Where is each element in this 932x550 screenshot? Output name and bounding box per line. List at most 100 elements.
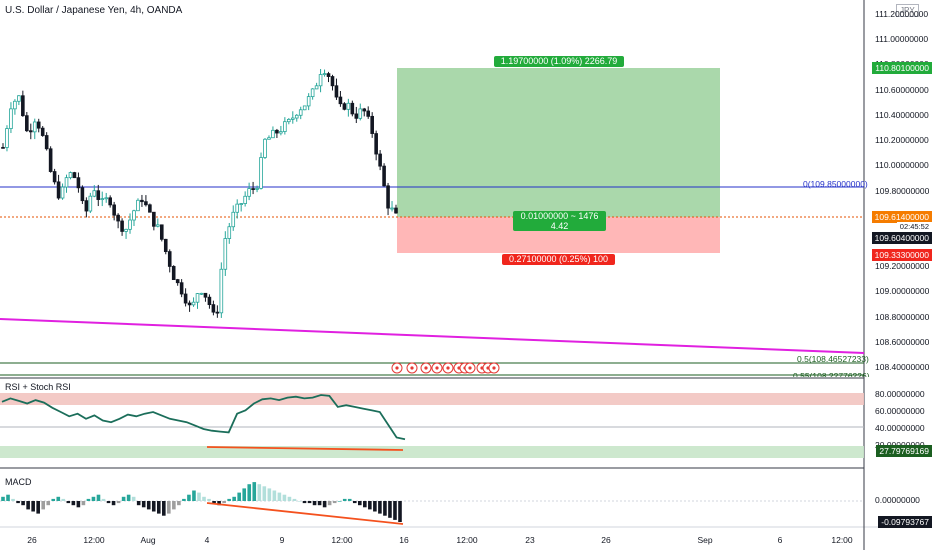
candle-body [60, 186, 65, 199]
macd-divergence-line[interactable] [206, 502, 404, 525]
candle-body [287, 119, 291, 123]
macd-bar [217, 501, 221, 506]
candle-body [358, 108, 363, 119]
candle-body [306, 96, 311, 107]
macd-bar [36, 501, 40, 514]
candle-body [179, 282, 184, 295]
macd-bar [282, 494, 287, 501]
candle-body [346, 102, 351, 110]
macd-bar [91, 496, 96, 501]
event-dot [492, 366, 496, 370]
candle-body [279, 131, 283, 134]
candle-body [171, 266, 176, 280]
currency-label[interactable]: JPY [896, 4, 919, 17]
time-tick-label: 26 [601, 535, 611, 545]
candle-body [191, 301, 196, 306]
macd-bar [46, 501, 51, 506]
candle-body [290, 117, 295, 120]
candle-body [136, 199, 140, 212]
candle-body [124, 228, 128, 232]
macd-axis[interactable]: 0.00000000 [865, 468, 932, 527]
rsi-divergence-line[interactable] [206, 446, 404, 451]
macd-pane-label[interactable]: MACD [5, 477, 32, 487]
chart-title: U.S. Dollar / Japanese Yen, 4h, OANDA [5, 5, 183, 16]
candlestick-series [1, 69, 398, 318]
macd-bar [126, 494, 131, 501]
candle-body [370, 115, 374, 134]
trendline[interactable] [0, 318, 865, 354]
candle-body [199, 292, 204, 295]
macd-bar [337, 501, 342, 502]
candle-body [350, 102, 355, 115]
candle-body [243, 195, 247, 204]
candle-body [28, 130, 33, 133]
rsi-tick-label: 80.00000000 [875, 389, 925, 399]
event-dot [424, 366, 428, 370]
candle-body [362, 108, 367, 112]
candle-body [267, 137, 271, 140]
macd-bar [106, 501, 111, 504]
macd-bar [347, 498, 352, 501]
macd-bar [116, 501, 121, 504]
macd-bar [76, 501, 81, 508]
entry-label-line2: 4.42 [550, 221, 569, 231]
candle-body [183, 293, 188, 304]
fib-05-label: 0.5(108.46527233) [797, 354, 869, 364]
candle-body [386, 185, 390, 209]
time-tick-label: 12:00 [831, 535, 853, 545]
candle-body [263, 138, 267, 158]
candle-body [5, 128, 9, 148]
price-tick-label: 111.20000000 [875, 9, 929, 19]
time-tick-label: 12:00 [331, 535, 353, 545]
rsi-oversold-band [0, 446, 864, 458]
macd-bar [373, 501, 377, 512]
macd-bar [267, 488, 272, 501]
macd-bar [141, 501, 146, 508]
macd-histogram [1, 482, 402, 522]
macd-bar [272, 490, 277, 501]
price-tick-label: 110.20000000 [875, 135, 929, 146]
candle-body [108, 197, 112, 206]
macd-bar [368, 501, 372, 510]
candle-body [92, 190, 97, 197]
candle-body [338, 96, 343, 105]
candle-body [318, 74, 323, 87]
macd-bar [162, 501, 166, 516]
macd-bar [31, 501, 35, 512]
macd-bar [237, 492, 241, 501]
time-tick-label: 6 [777, 535, 783, 545]
time-tick-label: 26 [27, 535, 37, 545]
macd-bar [222, 501, 226, 504]
entry-label-line1: 0.01000000 ~ 1476 [520, 211, 599, 221]
candle-body [144, 201, 148, 206]
macd-tick-label: 0.00000000 [875, 495, 920, 505]
candle-body [64, 177, 69, 188]
macd-bar [111, 501, 116, 506]
time-tick-label: 12:00 [456, 535, 478, 545]
candle-body [247, 188, 251, 197]
candle-body [68, 172, 73, 179]
macd-bar [297, 501, 302, 502]
stop-label: 0.27100000 (0.25%) 100 [502, 254, 615, 265]
event-dot [435, 366, 439, 370]
rsi-pane-label[interactable]: RSI + Stoch RSI [5, 382, 71, 392]
rsi-tick-label: 60.00000000 [875, 406, 925, 416]
time-axis[interactable]: 26 12:00 Aug 4 9 12:00 16 12:00 23 26 Sep 6 12:00 [0, 528, 864, 550]
economic-events[interactable] [391, 362, 500, 374]
candle-body [275, 129, 279, 134]
profit-zone[interactable] [397, 68, 720, 217]
candle-body [310, 88, 315, 98]
candle-body [36, 121, 41, 129]
candle-body [195, 293, 200, 303]
macd-bar [1, 496, 5, 501]
candle-body [223, 238, 228, 270]
candle-body [76, 177, 81, 189]
countdown-tag: 02:45:52 [896, 222, 932, 232]
candle-body [96, 190, 101, 200]
candle-body [271, 129, 275, 139]
candle-body [207, 296, 212, 306]
macd-bar [11, 498, 15, 501]
candle-body [17, 95, 21, 102]
price-axis[interactable]: 111.20000000111.00000000110.80000000110.… [865, 0, 932, 378]
